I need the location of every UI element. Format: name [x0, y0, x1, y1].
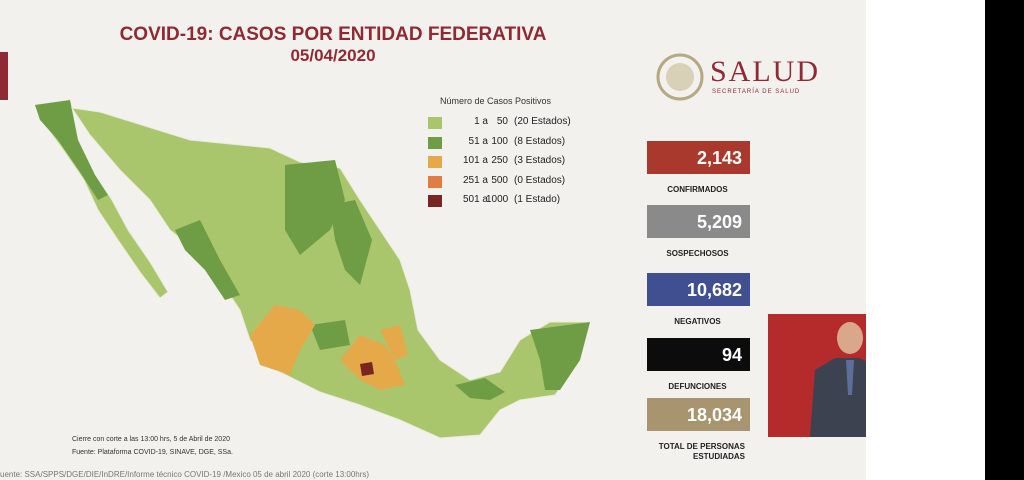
logo-name: SALUD	[710, 55, 821, 88]
state	[35, 100, 108, 200]
state	[360, 362, 374, 376]
legend-from: 51 a	[468, 135, 488, 147]
title: COVID-19: CASOS POR ENTIDAD FEDERATIVA	[119, 24, 547, 45]
logo-subtitle: SECRETARÍA DE SALUD	[712, 89, 801, 95]
legend-to: 100	[491, 135, 508, 147]
state	[330, 200, 372, 285]
legend-from: 101 a	[462, 155, 488, 166]
stat-label: NEGATIVOS	[674, 317, 721, 326]
state	[250, 305, 315, 375]
legend-to: 250	[491, 155, 508, 166]
stat-label: TOTAL DE PERSONAS ESTUDIADAS	[658, 442, 745, 461]
legend-title: Número de Casos Positivos	[440, 96, 552, 106]
legend-item: 251 a 500 (0 Estados)	[428, 175, 588, 189]
state	[380, 325, 408, 360]
legend-count: (8 Estados)	[514, 135, 566, 147]
legend-count: (0 Estados)	[514, 174, 566, 186]
stat-value: 94	[647, 338, 750, 371]
legend-swatch	[428, 117, 442, 129]
map	[34, 53, 866, 439]
legend-item: 501 a 1000 (1 Estado)	[428, 194, 588, 208]
logo-emblem	[666, 63, 694, 91]
note: Cierre con corte a las 13:00 hrs, 5 de A…	[72, 436, 230, 443]
side-bar	[0, 52, 8, 100]
presenter	[846, 360, 854, 395]
legend-swatch	[428, 136, 442, 149]
state	[285, 160, 345, 255]
legend-count: (20 Estados)	[514, 116, 571, 127]
presenter	[810, 358, 866, 437]
legend-to: 50	[496, 116, 508, 127]
stat-label: SOSPECHOSOS	[666, 249, 729, 258]
state	[455, 378, 505, 400]
legend-count: (3 Estados)	[514, 155, 566, 166]
stat-value: 5,209	[647, 205, 750, 238]
legend-swatch	[428, 175, 442, 188]
legend-to: 1000	[486, 194, 509, 205]
state	[530, 322, 590, 390]
state	[175, 220, 240, 300]
legend-item: 51 a 100 (8 Estados)	[428, 136, 588, 150]
legend-swatch	[428, 195, 442, 207]
state	[310, 320, 350, 350]
legend-from: 501 a	[462, 194, 488, 205]
legend-count: (1 Estado)	[514, 194, 561, 205]
state	[340, 335, 405, 390]
stat-label: DEFUNCIONES	[668, 382, 727, 391]
legend-from: 1 a	[474, 116, 488, 127]
stat-value: 10,682	[647, 273, 750, 306]
legend-item: 1 a 50 (20 Estados)	[428, 116, 588, 130]
legend-to: 500	[491, 174, 508, 186]
stat-value: 18,034	[647, 398, 750, 431]
note: Fuente: Plataforma COVID-19, SINAVE, DGE…	[72, 449, 233, 456]
legend-swatch	[428, 156, 442, 168]
presenter	[837, 322, 863, 354]
footer: uente: SSA/SPPS/DGE/DIE/InDRE/Informe té…	[0, 470, 370, 479]
legend-from: 251 a	[462, 174, 488, 186]
stat-value: 2,143	[647, 141, 750, 174]
date: 05/04/2020	[290, 46, 376, 65]
black-edge	[985, 0, 1024, 480]
stat-label: CONFIRMADOS	[667, 185, 728, 194]
logo-emblem	[656, 53, 704, 101]
legend-item: 101 a 250 (3 Estados)	[428, 155, 588, 169]
